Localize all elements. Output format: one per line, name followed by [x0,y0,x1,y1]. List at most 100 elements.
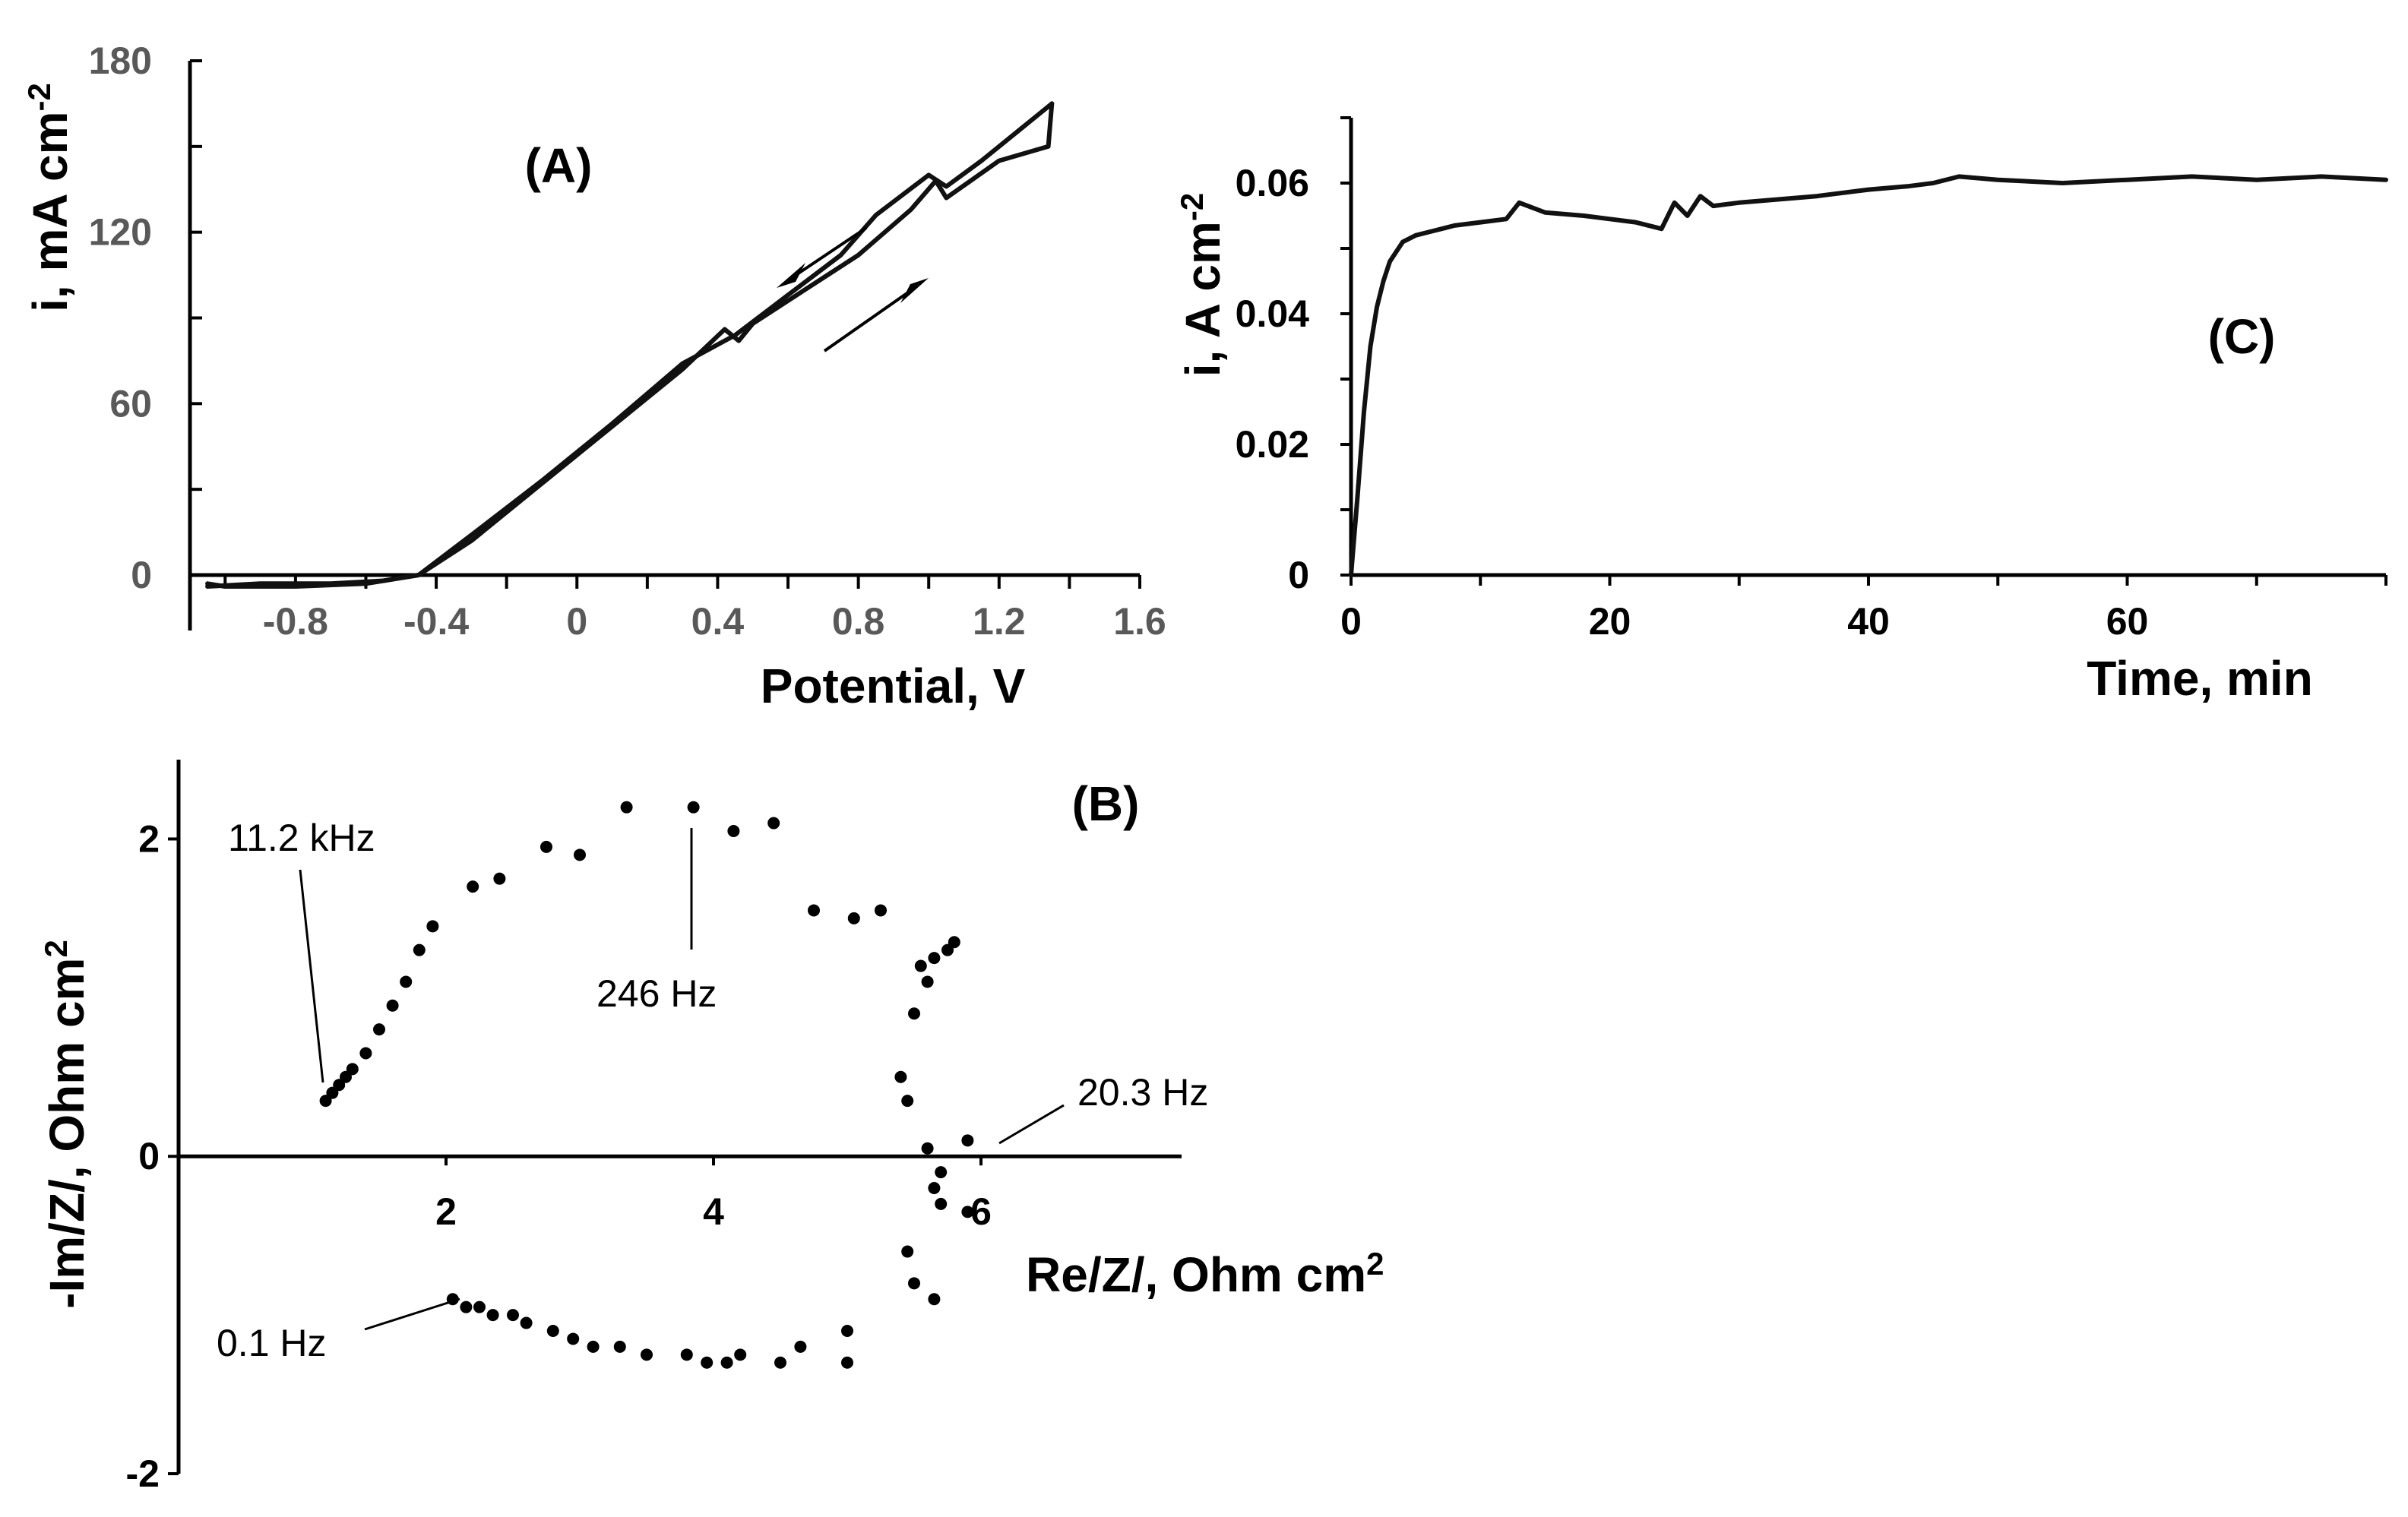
data-point [319,1095,332,1108]
panel-label-a: (A) [525,138,593,193]
y-axis-label: i, A cm-2 [1174,193,1230,377]
data-point [507,1309,519,1322]
y-axis-label: i, mA cm-2 [21,83,78,312]
x-axis-label-main: Re/Z/, Ohm cm [1026,1247,1366,1302]
data-point [373,1023,385,1036]
data-point [841,1356,853,1369]
y-axis-label-main: -Im/Z/, Ohm cm [40,958,94,1309]
reverse-arrow-head [777,263,805,288]
data-point [808,904,820,917]
data-point [734,1348,747,1361]
data-point [540,840,552,853]
y-axis-label-main: i, mA cm [23,111,78,311]
data-point [774,1356,786,1369]
y-axis-label-sup: -2 [21,83,57,111]
data-point [935,1197,948,1210]
y-axis-label-sup: -2 [1174,193,1210,221]
y-tick-label: 120 [89,211,152,254]
data-point [847,912,860,924]
data-point [620,801,633,814]
panel-a: 0 60 120 180 -0.8 -0.4 0 0.4 0.8 1.2 1.6 Potential,… [21,40,1166,713]
data-point [767,817,780,830]
reverse-sweep-line [205,101,1055,589]
x-tick-label: 20 [1589,600,1631,643]
forward-sweep-line [205,101,1055,589]
y-tick-label: 180 [89,40,152,82]
data-point [908,1007,920,1020]
current-line [1349,174,2388,577]
data-point [921,1142,934,1155]
y-tick-label: 0.04 [1236,292,1310,335]
data-point [901,1245,914,1258]
data-point [426,920,439,933]
data-point [720,1356,733,1369]
x-tick-label: 1.2 [973,600,1026,643]
x-tick-label: 0.4 [691,600,745,643]
data-point [413,943,426,956]
data-point [928,952,941,965]
data-point [493,872,506,885]
data-point [680,1348,693,1361]
data-point [875,904,887,917]
y-tick-label: 2 [138,817,160,860]
data-point [914,959,927,972]
data-point [567,1332,580,1345]
x-tick-label: -0.4 [403,600,469,643]
data-point [941,943,954,956]
y-axis-label-sup: 2 [38,940,74,957]
data-point [841,1325,853,1337]
leader-20-3-hz [998,1104,1065,1145]
leader-0-1-hz [364,1297,460,1331]
data-point [901,1095,914,1108]
data-point [935,1166,948,1179]
leader-11-2-khz [299,869,324,1083]
y-tick-label: 0 [1288,554,1309,596]
data-point [400,975,413,988]
annotation-0-1-hz: 0.1 Hz [217,1322,327,1364]
forward-arrow-head [900,278,929,303]
data-point [587,1340,600,1353]
data-point [613,1340,626,1353]
data-point [794,1340,807,1353]
data-point [921,975,934,988]
panel-c: 0 0.02 0.04 0.06 0 20 40 60 Time, min i, A cm-2 (C… [1174,116,2388,706]
data-point [340,1070,352,1083]
data-point [908,1277,920,1290]
x-axis-label: Potential, V [761,659,1026,713]
annotation-246-hz: 246 Hz [596,972,717,1015]
data-point [520,1316,533,1329]
x-tick-label: 0 [1340,600,1362,643]
data-point [386,999,399,1012]
reverse-arrow-shaft [789,226,868,280]
x-tick-label: 1.6 [1113,600,1166,643]
x-tick-label: 2 [435,1190,457,1233]
y-tick-label: 0 [138,1135,160,1177]
panel-label-c: (C) [2208,309,2276,364]
annotation-11-2-khz: 11.2 kHz [228,817,375,859]
panel-label-b: (B) [1072,776,1140,831]
x-axis-label: Re/Z/, Ohm cm2 [1026,1246,1384,1302]
data-point [701,1356,714,1369]
x-tick-label: 6 [970,1190,992,1233]
y-tick-label: -2 [126,1452,160,1495]
data-point [473,1301,486,1313]
y-axis-label: -Im/Z/, Ohm cm2 [38,940,94,1309]
y-axis-label-main: i, A cm [1176,221,1230,377]
x-tick-label: 0 [566,600,587,643]
y-tick-label: 0.06 [1236,162,1309,204]
x-axis-label: Time, min [2087,651,2313,706]
data-point [346,1063,359,1076]
data-point [961,1134,974,1147]
data-point [326,1086,339,1099]
x-tick-label: 4 [703,1190,724,1233]
data-point [961,1206,974,1218]
data-point [928,1182,941,1194]
data-point [574,849,586,861]
forward-arrow-shaft [823,286,917,352]
annotation-20-3-hz: 20.3 Hz [1077,1071,1208,1114]
data-point [928,1293,941,1306]
data-point [486,1309,499,1322]
x-tick-label: 0.8 [832,600,885,643]
